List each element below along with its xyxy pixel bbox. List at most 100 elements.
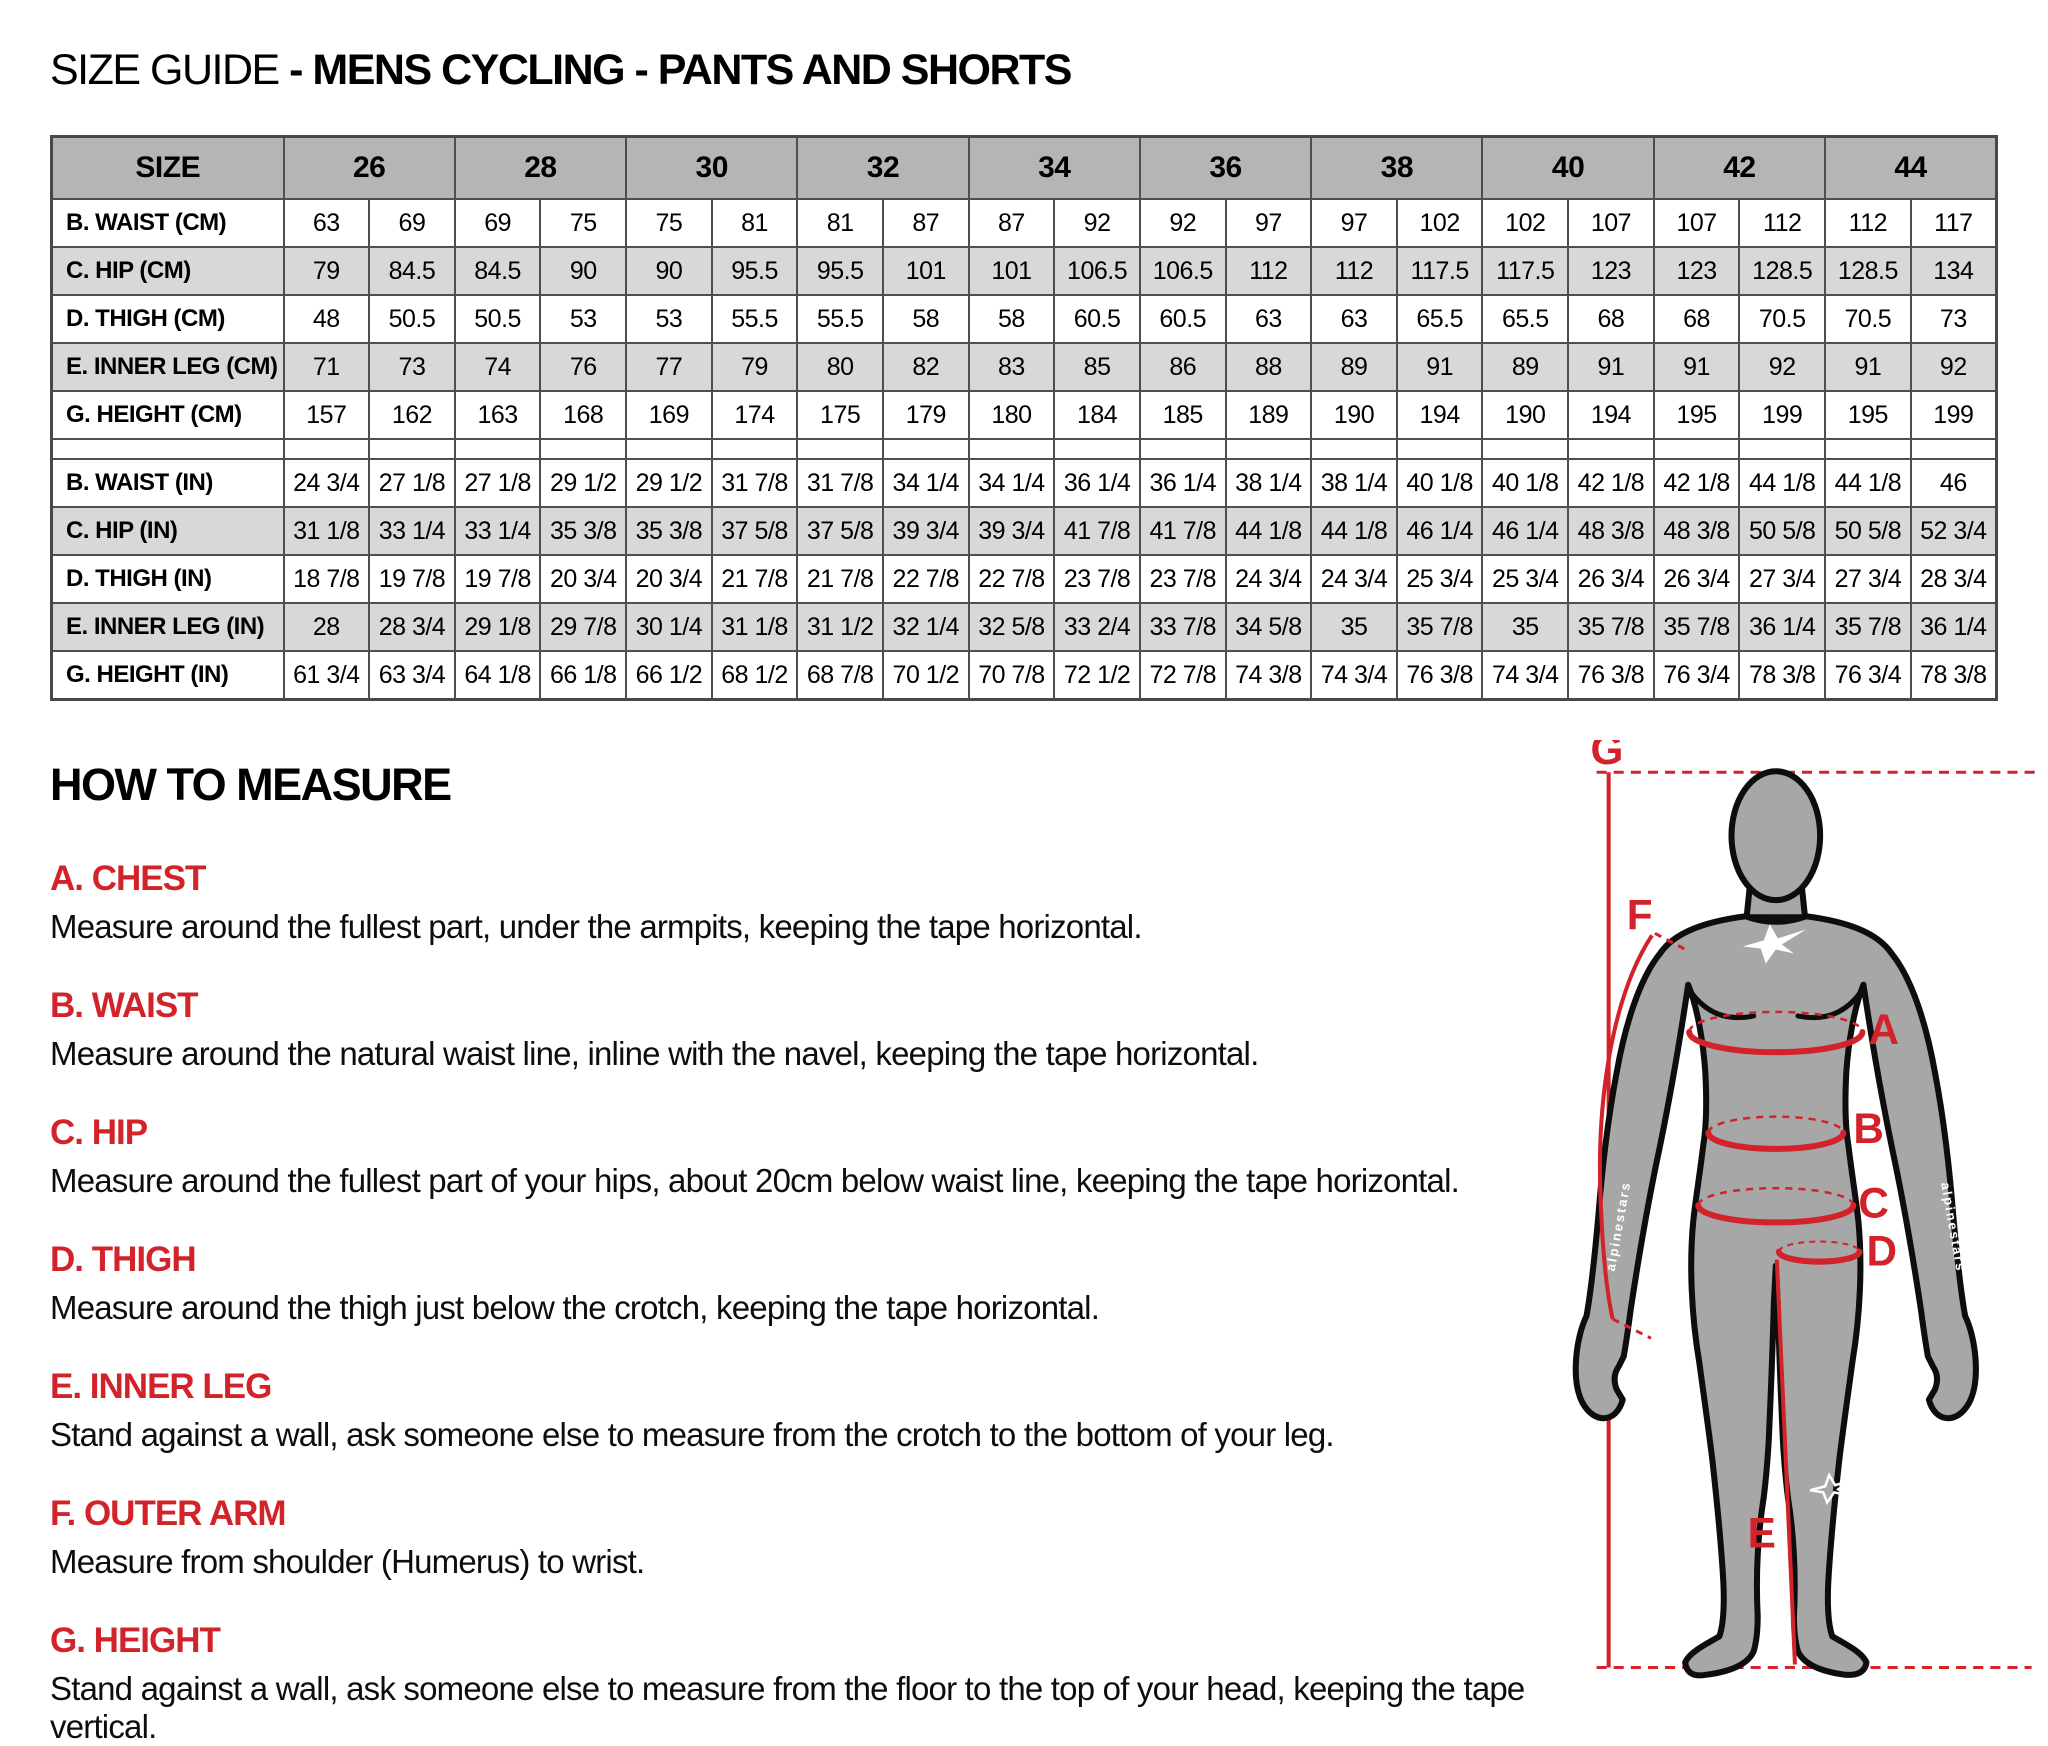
row-label: G. HEIGHT (IN) xyxy=(50,650,285,701)
size-value-cell: 19 7/8 xyxy=(453,554,542,604)
size-value-cell: 58 xyxy=(881,294,970,344)
size-value-cell: 68 xyxy=(1567,294,1655,344)
size-value-cell: 42 1/8 xyxy=(1652,458,1741,508)
size-value-cell: 52 3/4 xyxy=(1909,506,1998,556)
size-value-cell: 37 5/8 xyxy=(710,506,799,556)
size-value-cell: 35 7/8 xyxy=(1652,602,1741,652)
diagram-label-c: C xyxy=(1858,1179,1889,1226)
size-value-cell: 53 xyxy=(625,294,713,344)
table-row: D. THIGH (IN) 18 7/8 19 7/8 19 7/8 20 3/4 20 … xyxy=(50,554,1998,604)
size-value-cell: 107 xyxy=(1652,198,1741,248)
table-row: G. HEIGHT (CM) 157 162 163 168 169 174 175 179 18… xyxy=(50,390,1998,440)
size-header-cell: SIZE xyxy=(50,135,285,200)
size-value-cell: 199 xyxy=(1909,390,1998,440)
size-value-cell: 117.5 xyxy=(1395,246,1484,296)
size-value-cell: 64 1/8 xyxy=(453,650,542,701)
size-value-cell: 78 3/8 xyxy=(1738,650,1827,701)
size-value-cell: 102 xyxy=(1395,198,1484,248)
size-value-cell: 30 1/4 xyxy=(625,602,713,652)
table-row: B. WAIST (CM) 63 69 69 75 75 81 81 87 87 92 92 97 97 1… xyxy=(50,198,1998,248)
measure-instruction-item: C. HIP Measure around the fullest part of… xyxy=(50,1113,1530,1200)
separator-cell xyxy=(1909,438,1998,460)
measure-instruction-text: Stand against a wall, ask someone else t… xyxy=(50,1416,1335,1453)
row-label: E. INNER LEG (CM) xyxy=(50,342,285,392)
size-value-cell: 76 3/4 xyxy=(1824,650,1912,701)
measure-instruction-text: Measure from shoulder (Humerus) to wrist… xyxy=(50,1543,645,1580)
how-to-measure-list: A. CHEST Measure around the fullest part,… xyxy=(50,859,1530,1746)
size-value-cell: 92 xyxy=(1053,198,1141,248)
size-value-cell: 28 3/4 xyxy=(368,602,456,652)
separator-cell xyxy=(1224,438,1313,460)
row-label: D. THIGH (IN) xyxy=(50,554,285,604)
size-value-cell: 169 xyxy=(625,390,713,440)
size-value-cell: 70 1/2 xyxy=(881,650,970,701)
size-value-cell: 74 3/8 xyxy=(1224,650,1313,701)
size-value-cell: 68 7/8 xyxy=(796,650,884,701)
size-value-cell: 92 xyxy=(1909,342,1998,392)
size-value-cell: 35 xyxy=(1481,602,1570,652)
measure-instruction-item: G. HEIGHT Stand against a wall, ask someo… xyxy=(50,1621,1530,1746)
size-value-cell: 81 xyxy=(710,198,799,248)
size-value-cell: 73 xyxy=(1909,294,1998,344)
row-label: G. HEIGHT (CM) xyxy=(50,390,285,440)
how-to-measure-heading: HOW TO MEASURE xyxy=(50,759,452,810)
size-value-cell: 35 xyxy=(1310,602,1398,652)
size-value-cell: 20 3/4 xyxy=(539,554,628,604)
row-label: C. HIP (CM) xyxy=(50,246,285,296)
separator-cell xyxy=(967,438,1056,460)
size-value-cell: 34 5/8 xyxy=(1224,602,1313,652)
size-value-cell: 97 xyxy=(1224,198,1313,248)
size-value-cell: 112 xyxy=(1738,198,1827,248)
size-value-cell: 89 xyxy=(1481,342,1570,392)
size-value-cell: 22 7/8 xyxy=(881,554,970,604)
size-value-cell: 106.5 xyxy=(1138,246,1227,296)
measure-instruction-label: G. HEIGHT xyxy=(50,1621,221,1660)
size-column-header: 28 xyxy=(453,135,628,200)
size-value-cell: 50 5/8 xyxy=(1738,506,1827,556)
size-value-cell: 58 xyxy=(967,294,1056,344)
measure-instruction-item: E. INNER LEG Stand against a wall, ask so… xyxy=(50,1367,1530,1454)
size-value-cell: 163 xyxy=(453,390,542,440)
separator-cell xyxy=(1567,438,1655,460)
size-value-cell: 68 xyxy=(1652,294,1741,344)
table-row: C. HIP (CM) 79 84.5 84.5 90 90 95.5 95.5 101 101 1… xyxy=(50,246,1998,296)
hip-ring xyxy=(1695,1202,1857,1226)
size-value-cell: 106.5 xyxy=(1053,246,1141,296)
measure-instruction-item: D. THIGH Measure around the thigh just be… xyxy=(50,1240,1530,1327)
size-value-cell: 29 1/8 xyxy=(453,602,542,652)
size-value-cell: 89 xyxy=(1310,342,1398,392)
chest-ring-dashed xyxy=(1687,1010,1864,1033)
size-value-cell: 36 1/4 xyxy=(1138,458,1227,508)
size-column-header: 40 xyxy=(1481,135,1655,200)
alpinestars-star-logo xyxy=(1742,924,1807,964)
size-value-cell: 75 xyxy=(539,198,628,248)
size-value-cell: 76 xyxy=(539,342,628,392)
size-value-cell: 55.5 xyxy=(710,294,799,344)
left-pectoral-line xyxy=(1689,991,1757,1021)
separator-cell xyxy=(1053,438,1141,460)
size-value-cell: 79 xyxy=(710,342,799,392)
size-value-cell: 90 xyxy=(539,246,628,296)
size-column-header: 44 xyxy=(1824,135,1998,200)
measure-instruction-label: E. INNER LEG xyxy=(50,1367,272,1406)
size-value-cell: 37 5/8 xyxy=(796,506,884,556)
measure-instruction-text: Measure around the fullest part of your … xyxy=(50,1162,1460,1199)
size-value-cell: 74 3/4 xyxy=(1310,650,1398,701)
size-value-cell: 88 xyxy=(1224,342,1313,392)
separator-cell xyxy=(453,438,542,460)
size-value-cell: 185 xyxy=(1138,390,1227,440)
size-value-cell: 112 xyxy=(1310,246,1398,296)
head-shape xyxy=(1728,768,1824,904)
size-value-cell: 87 xyxy=(881,198,970,248)
size-value-cell: 46 1/4 xyxy=(1395,506,1484,556)
size-value-cell: 41 7/8 xyxy=(1138,506,1227,556)
row-label: B. WAIST (CM) xyxy=(50,198,285,248)
size-column-header: 26 xyxy=(282,135,456,200)
size-value-cell: 199 xyxy=(1738,390,1827,440)
size-value-cell: 35 7/8 xyxy=(1824,602,1912,652)
size-value-cell: 117.5 xyxy=(1481,246,1570,296)
size-value-cell: 128.5 xyxy=(1738,246,1827,296)
size-value-cell: 85 xyxy=(1053,342,1141,392)
diagram-label-g: G xyxy=(1591,740,1624,773)
